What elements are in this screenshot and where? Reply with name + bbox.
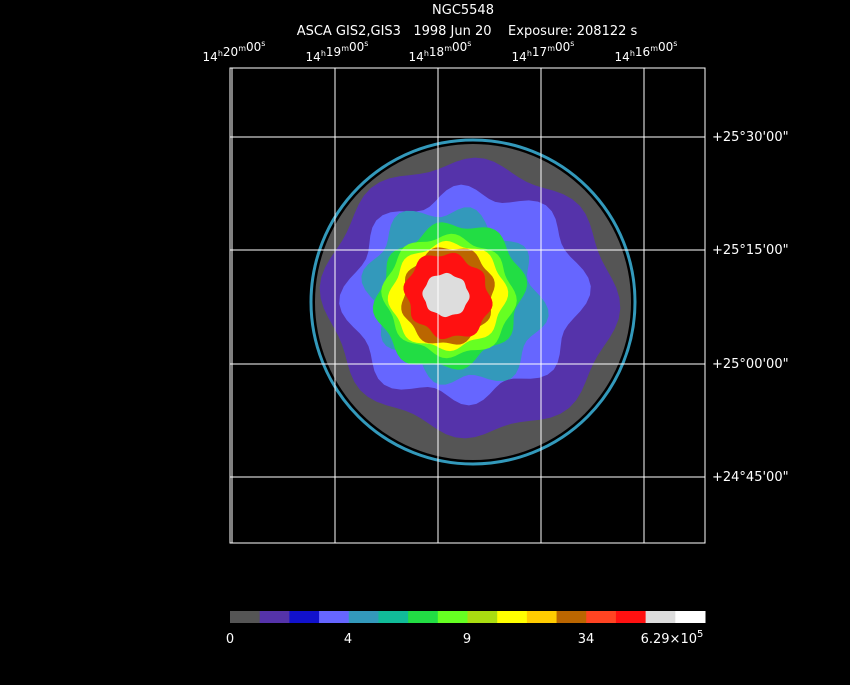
colorbar-swatch [586, 611, 617, 623]
ra-value: 14 [409, 50, 424, 64]
colorbar-max-label: 6.29×105 [641, 629, 704, 647]
colorbar-label: 0 [226, 632, 234, 647]
ra-value: 00 [246, 40, 261, 54]
emission-core [422, 272, 470, 318]
colorbar-label: 4 [344, 632, 352, 647]
detector-edge [309, 138, 637, 466]
dec-label: +25°15'00" [712, 243, 789, 258]
ra-label: 14h20m00s [203, 39, 266, 64]
ra-label: 14h18m00s [409, 39, 472, 64]
exponent: 5 [697, 629, 703, 640]
subtitle: ASCA GIS2,GIS3 1998 Jun 20 Exposure: 208… [297, 24, 638, 39]
ra-unit: s [261, 39, 265, 48]
colorbar-swatch [497, 611, 528, 623]
dec-label: +24°45'00" [712, 470, 789, 485]
ra-unit: m [238, 44, 246, 53]
colorbar-swatch [378, 611, 409, 623]
colorbar-label: 34 [578, 632, 595, 647]
ra-unit: h [424, 49, 429, 58]
ra-value: 14 [512, 50, 527, 64]
ra-unit: h [527, 49, 532, 58]
colorbar-swatch [556, 611, 587, 623]
ra-label: 14h16m00s [615, 39, 678, 64]
colorbar-swatch [319, 611, 350, 623]
colorbar-swatch [437, 611, 468, 623]
ra-unit: m [444, 44, 452, 53]
dec-label: +25°00'00" [712, 357, 789, 372]
ra-value: 14 [203, 50, 218, 64]
ra-label: 14h17m00s [512, 39, 575, 64]
ra-value: 19 [326, 45, 341, 59]
ra-value: 17 [532, 45, 547, 59]
ra-label: 14h19m00s [306, 39, 369, 64]
ra-value: 20 [223, 45, 238, 59]
ra-value: 14 [615, 50, 630, 64]
colorbar-swatch [526, 611, 558, 623]
colorbar-swatch [259, 611, 290, 623]
colorbar-swatch [615, 611, 647, 623]
ra-value: 00 [555, 40, 570, 54]
ra-value: 14 [306, 50, 321, 64]
colorbar-swatch [289, 611, 320, 623]
ra-value: 00 [452, 40, 467, 54]
dec-label: +25°30'00" [712, 130, 789, 145]
colorbar-swatch [230, 611, 261, 623]
colorbar-swatch [467, 611, 498, 623]
ra-unit: m [341, 44, 349, 53]
mantissa: 6.29×10 [641, 632, 697, 647]
colorbar-swatch [675, 611, 706, 623]
colorbar-swatch [645, 611, 676, 623]
ra-value: 16 [635, 45, 650, 59]
colorbar-label: 9 [463, 632, 471, 647]
ra-unit: h [218, 49, 223, 58]
ra-value: 00 [658, 40, 673, 54]
ra-value: 18 [429, 45, 444, 59]
ra-unit: s [570, 39, 574, 48]
frame [229, 67, 706, 544]
ra-unit: h [321, 49, 326, 58]
colorbar-swatch [348, 611, 379, 623]
ra-unit: s [364, 39, 368, 48]
ra-unit: s [467, 39, 471, 48]
ra-unit: s [673, 39, 677, 48]
ra-unit: m [547, 44, 555, 53]
ra-unit: h [630, 49, 635, 58]
ra-value: 00 [349, 40, 364, 54]
title: NGC5548 [432, 3, 494, 18]
ra-unit: m [650, 44, 658, 53]
colorbar-swatch [408, 611, 439, 623]
x-ray-image [309, 138, 637, 466]
